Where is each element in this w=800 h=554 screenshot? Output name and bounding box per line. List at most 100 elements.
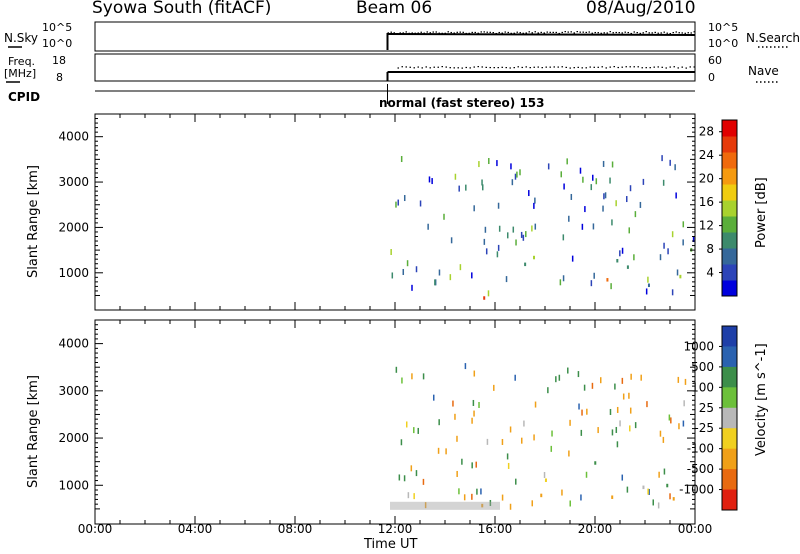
nsearch-dot bbox=[525, 32, 527, 34]
nsearch-dot bbox=[405, 31, 407, 33]
scatter-echo bbox=[647, 488, 649, 495]
scatter-echo bbox=[456, 470, 458, 477]
x-tick-label: 00:00 bbox=[678, 522, 713, 536]
scatter-echo bbox=[592, 174, 594, 181]
nsearch-tick-low: 10^0 bbox=[708, 37, 739, 50]
freq-unit-label: [MHz] bbox=[4, 67, 37, 80]
nsearch-dot bbox=[456, 31, 458, 33]
nave-dot bbox=[529, 67, 531, 69]
scatter-echo bbox=[611, 429, 614, 436]
nsearch-dot bbox=[549, 31, 551, 33]
nsky-tick-high: 10^5 bbox=[42, 21, 73, 34]
scatter-echo bbox=[591, 382, 594, 389]
nave-dot bbox=[581, 67, 583, 69]
scatter-echo bbox=[590, 280, 593, 287]
nave-dot bbox=[593, 66, 595, 68]
nsearch-dot bbox=[537, 32, 539, 34]
nave-dot bbox=[693, 66, 695, 68]
scatter-echo bbox=[432, 394, 435, 401]
scatter-echo bbox=[571, 255, 574, 262]
scatter-echo bbox=[531, 225, 533, 232]
nsearch-dot bbox=[414, 32, 416, 34]
colorbar-tick-label: 4 bbox=[706, 266, 714, 280]
scatter-echo bbox=[625, 196, 628, 203]
colorbar-swatch bbox=[722, 387, 737, 409]
scatter-echo bbox=[498, 225, 501, 232]
scatter-echo bbox=[413, 493, 415, 500]
scatter-echo bbox=[459, 264, 462, 271]
nave-dot bbox=[685, 67, 687, 69]
colorbar-frame bbox=[721, 119, 738, 297]
nsearch-dot bbox=[618, 32, 620, 34]
scatter-echo bbox=[523, 420, 525, 427]
scatter-echo bbox=[458, 185, 460, 192]
scatter-echo bbox=[506, 232, 509, 239]
nsearch-dot bbox=[507, 31, 509, 34]
nsearch-dot bbox=[402, 32, 404, 34]
nsearch-dot bbox=[399, 32, 401, 34]
nsearch-dot bbox=[651, 32, 653, 34]
echo-cell bbox=[606, 278, 609, 282]
scatter-echo bbox=[671, 231, 674, 238]
cpid-label: CPID bbox=[8, 90, 41, 104]
colorbar-swatch bbox=[722, 168, 737, 185]
nave-dot bbox=[473, 66, 475, 68]
scatter-echo bbox=[422, 373, 425, 380]
nsearch-dot bbox=[624, 31, 626, 33]
scatter-echo bbox=[507, 462, 510, 469]
echo-cell bbox=[647, 283, 650, 288]
colorbar-swatch bbox=[722, 448, 737, 470]
scatter-echo bbox=[501, 438, 504, 445]
scatter-echo bbox=[555, 376, 557, 383]
nave-dot bbox=[609, 66, 611, 68]
nsearch-dot bbox=[687, 32, 689, 34]
scatter-echo bbox=[621, 247, 624, 254]
nave-dot bbox=[549, 66, 551, 68]
scatter-echo bbox=[640, 374, 642, 381]
scatter-echo bbox=[652, 499, 654, 506]
scatter-echo bbox=[478, 401, 480, 408]
nsearch-dot bbox=[666, 32, 668, 34]
scatter-echo bbox=[645, 288, 648, 295]
nsearch-dot bbox=[396, 32, 398, 35]
colorbar-tick-label: 20 bbox=[699, 172, 714, 186]
scatter-echo bbox=[428, 176, 431, 183]
echo-cell bbox=[594, 461, 597, 465]
nsearch-dot bbox=[516, 31, 518, 33]
nsearch-dot bbox=[636, 32, 638, 34]
nave-dot bbox=[505, 66, 507, 69]
scatter-echo bbox=[456, 435, 458, 442]
nsearch-dot bbox=[447, 31, 449, 33]
nave-dot bbox=[545, 66, 547, 68]
nave-dot bbox=[457, 67, 459, 69]
scatter-echo bbox=[395, 201, 397, 208]
nave-dot bbox=[661, 66, 663, 68]
colorbar-tick-label: 12 bbox=[699, 219, 714, 233]
scatter-echo bbox=[511, 179, 514, 186]
nave-dot bbox=[441, 66, 443, 68]
scatter-echo bbox=[615, 426, 618, 433]
scatter-echo bbox=[400, 156, 403, 163]
scatter-echo bbox=[562, 275, 565, 282]
scatter-echo bbox=[619, 420, 621, 427]
scatter-echo bbox=[580, 494, 582, 501]
nsearch-dot bbox=[534, 31, 536, 33]
nsearch-dot bbox=[429, 32, 431, 34]
scatter-echo bbox=[473, 410, 475, 417]
scatter-echo bbox=[559, 279, 562, 286]
scatter-echo bbox=[583, 384, 586, 391]
echo-cell bbox=[642, 485, 645, 490]
scatter-echo bbox=[487, 290, 490, 297]
scatter-echo bbox=[480, 488, 482, 495]
nsearch-dot bbox=[420, 31, 422, 33]
scatter-echo bbox=[521, 437, 523, 444]
scatter-echo bbox=[434, 279, 436, 286]
scatter-echo bbox=[528, 190, 530, 197]
nave-dot bbox=[509, 67, 511, 69]
x-tick-label: 12:00 bbox=[378, 522, 413, 536]
nsearch-dot bbox=[579, 31, 581, 33]
nave-dot bbox=[673, 66, 675, 68]
nsearch-dot bbox=[450, 31, 452, 34]
colorbar-swatch bbox=[722, 216, 737, 233]
echo-cell bbox=[679, 274, 682, 279]
